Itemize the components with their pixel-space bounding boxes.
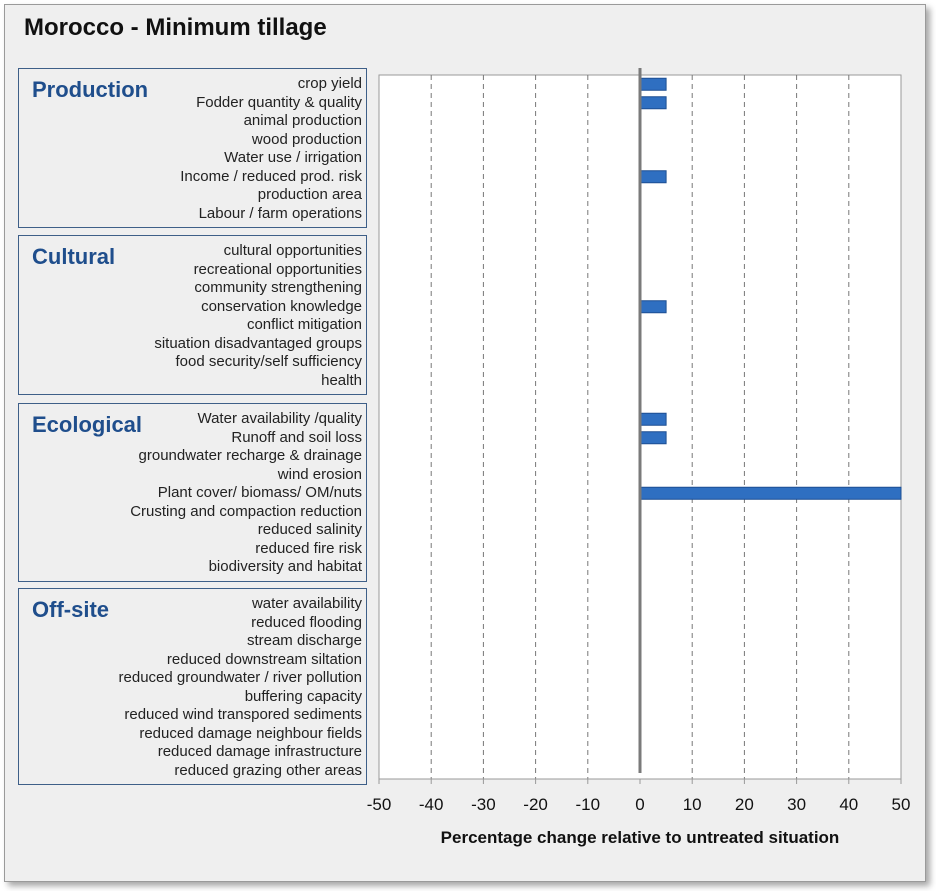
- x-tick-label: -30: [471, 795, 496, 814]
- group-title: Ecological: [32, 412, 143, 437]
- bar: [639, 300, 667, 314]
- category-label: situation disadvantaged groups: [154, 334, 362, 352]
- category-label: reduced salinity: [257, 521, 362, 539]
- bar: [639, 412, 667, 426]
- group-panel-cultural: Cultural: [18, 235, 367, 395]
- category-label: health: [321, 371, 362, 389]
- x-tick-label: 40: [839, 795, 859, 814]
- category-label: Crusting and compaction reduction: [130, 502, 362, 520]
- category-label: Income / reduced prod. risk: [180, 167, 362, 185]
- category-label: Plant cover/ biomass/ OM/nuts: [157, 484, 362, 502]
- x-tick-label: 10: [682, 795, 702, 814]
- category-label: buffering capacity: [244, 687, 362, 705]
- category-label: cultural opportunities: [223, 242, 362, 260]
- category-label: biodiversity and habitat: [208, 558, 362, 576]
- category-label: reduced grazing other areas: [174, 761, 362, 779]
- category-label: wood production: [251, 130, 362, 148]
- category-label: conservation knowledge: [201, 297, 362, 315]
- x-tick-label: 30: [787, 795, 807, 814]
- category-label: reduced wind transpored sediments: [124, 706, 362, 724]
- x-tick-label: 0: [635, 795, 645, 814]
- category-label: reduced damage infrastructure: [157, 743, 362, 761]
- x-tick-label: 20: [734, 795, 754, 814]
- bar: [639, 77, 667, 91]
- category-label: reduced fire risk: [255, 539, 362, 557]
- bar: [639, 170, 667, 184]
- group-title: Off-site: [32, 597, 109, 622]
- category-label: Water use / irrigation: [224, 149, 362, 167]
- bar: [639, 486, 902, 500]
- category-label: reduced flooding: [251, 613, 362, 631]
- category-label: production area: [257, 186, 362, 204]
- category-label: reduced downstream siltation: [166, 650, 362, 668]
- category-label: groundwater recharge & drainage: [138, 447, 362, 465]
- chart-title: Morocco - Minimum tillage: [24, 14, 327, 41]
- x-tick-label: -10: [575, 795, 601, 814]
- category-label: water availability: [251, 595, 362, 613]
- x-tick-label: -20: [523, 795, 548, 814]
- x-tick-label: 50: [891, 795, 911, 814]
- category-label: conflict mitigation: [246, 316, 362, 334]
- category-label: food security/self sufficiency: [175, 353, 362, 371]
- category-label: reduced groundwater / river pollution: [118, 669, 362, 687]
- x-tick-label: -50: [366, 795, 392, 814]
- category-label: Water availability /quality: [197, 410, 362, 428]
- bar: [639, 431, 667, 445]
- category-label: community strengthening: [194, 279, 362, 297]
- x-tick-label: -40: [418, 795, 444, 814]
- group-panel-off-site: Off-site: [18, 588, 367, 785]
- x-axis-label: Percentage change relative to untreated …: [440, 828, 840, 847]
- category-label: animal production: [243, 112, 362, 130]
- bar: [639, 96, 667, 110]
- group-panel-ecological: Ecological: [18, 403, 367, 582]
- category-label: reduced damage neighbour fields: [139, 724, 362, 742]
- category-label: wind erosion: [277, 465, 362, 483]
- category-label: Labour / farm operations: [198, 204, 362, 222]
- category-label: recreational opportunities: [193, 260, 362, 278]
- category-label: Runoff and soil loss: [231, 428, 362, 446]
- group-title: Cultural: [32, 244, 116, 269]
- category-label: Fodder quantity & quality: [196, 93, 362, 111]
- group-title: Production: [32, 77, 149, 102]
- group-panel-production: Production: [18, 68, 367, 228]
- category-label: stream discharge: [246, 632, 362, 650]
- category-label: crop yield: [297, 75, 362, 93]
